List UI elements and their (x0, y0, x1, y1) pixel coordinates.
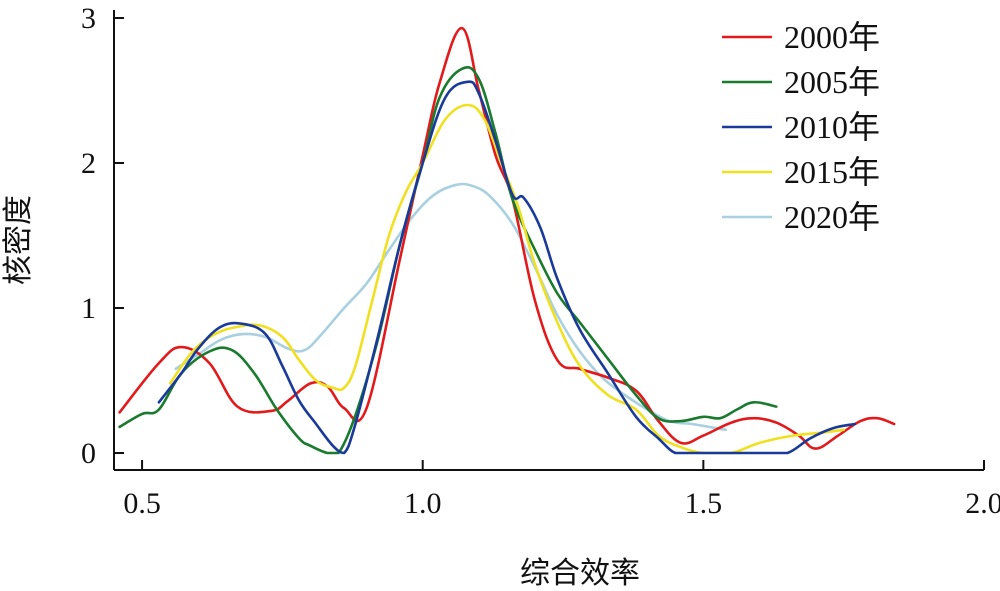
axes (113, 10, 984, 471)
legend-label-1: 2005年 (784, 64, 880, 100)
series-line-4 (174, 182, 728, 432)
series-lines (118, 26, 896, 455)
y-tick-label-1: 1 (81, 292, 96, 325)
x-axis-title: 综合效率 (520, 556, 640, 591)
y-tick-label-2: 2 (81, 147, 96, 180)
series-line-2 (157, 80, 857, 455)
legend-label-4: 2020年 (784, 199, 880, 235)
legend-label-0: 2000年 (784, 19, 880, 55)
x-tick-label-1: 1.0 (404, 487, 442, 520)
series-line-0 (118, 26, 896, 450)
x-tick-label-2: 1.5 (685, 487, 723, 520)
legend: 2000年 2005年 2010年 2015年 2020年 (722, 19, 880, 235)
x-tick-label-3: 2.0 (965, 487, 1000, 520)
y-tick-label-3: 3 (81, 2, 96, 35)
y-axis-title: 核密度 (1, 195, 36, 285)
legend-label-2: 2010年 (784, 109, 880, 145)
x-ticks: 0.5 1.0 1.5 2.0 (123, 460, 1000, 520)
series-line-1 (118, 66, 778, 455)
y-tick-label-0: 0 (81, 437, 96, 470)
x-tick-label-0: 0.5 (123, 487, 161, 520)
legend-label-3: 2015年 (784, 154, 880, 190)
y-ticks: 0 1 2 3 (81, 2, 124, 470)
